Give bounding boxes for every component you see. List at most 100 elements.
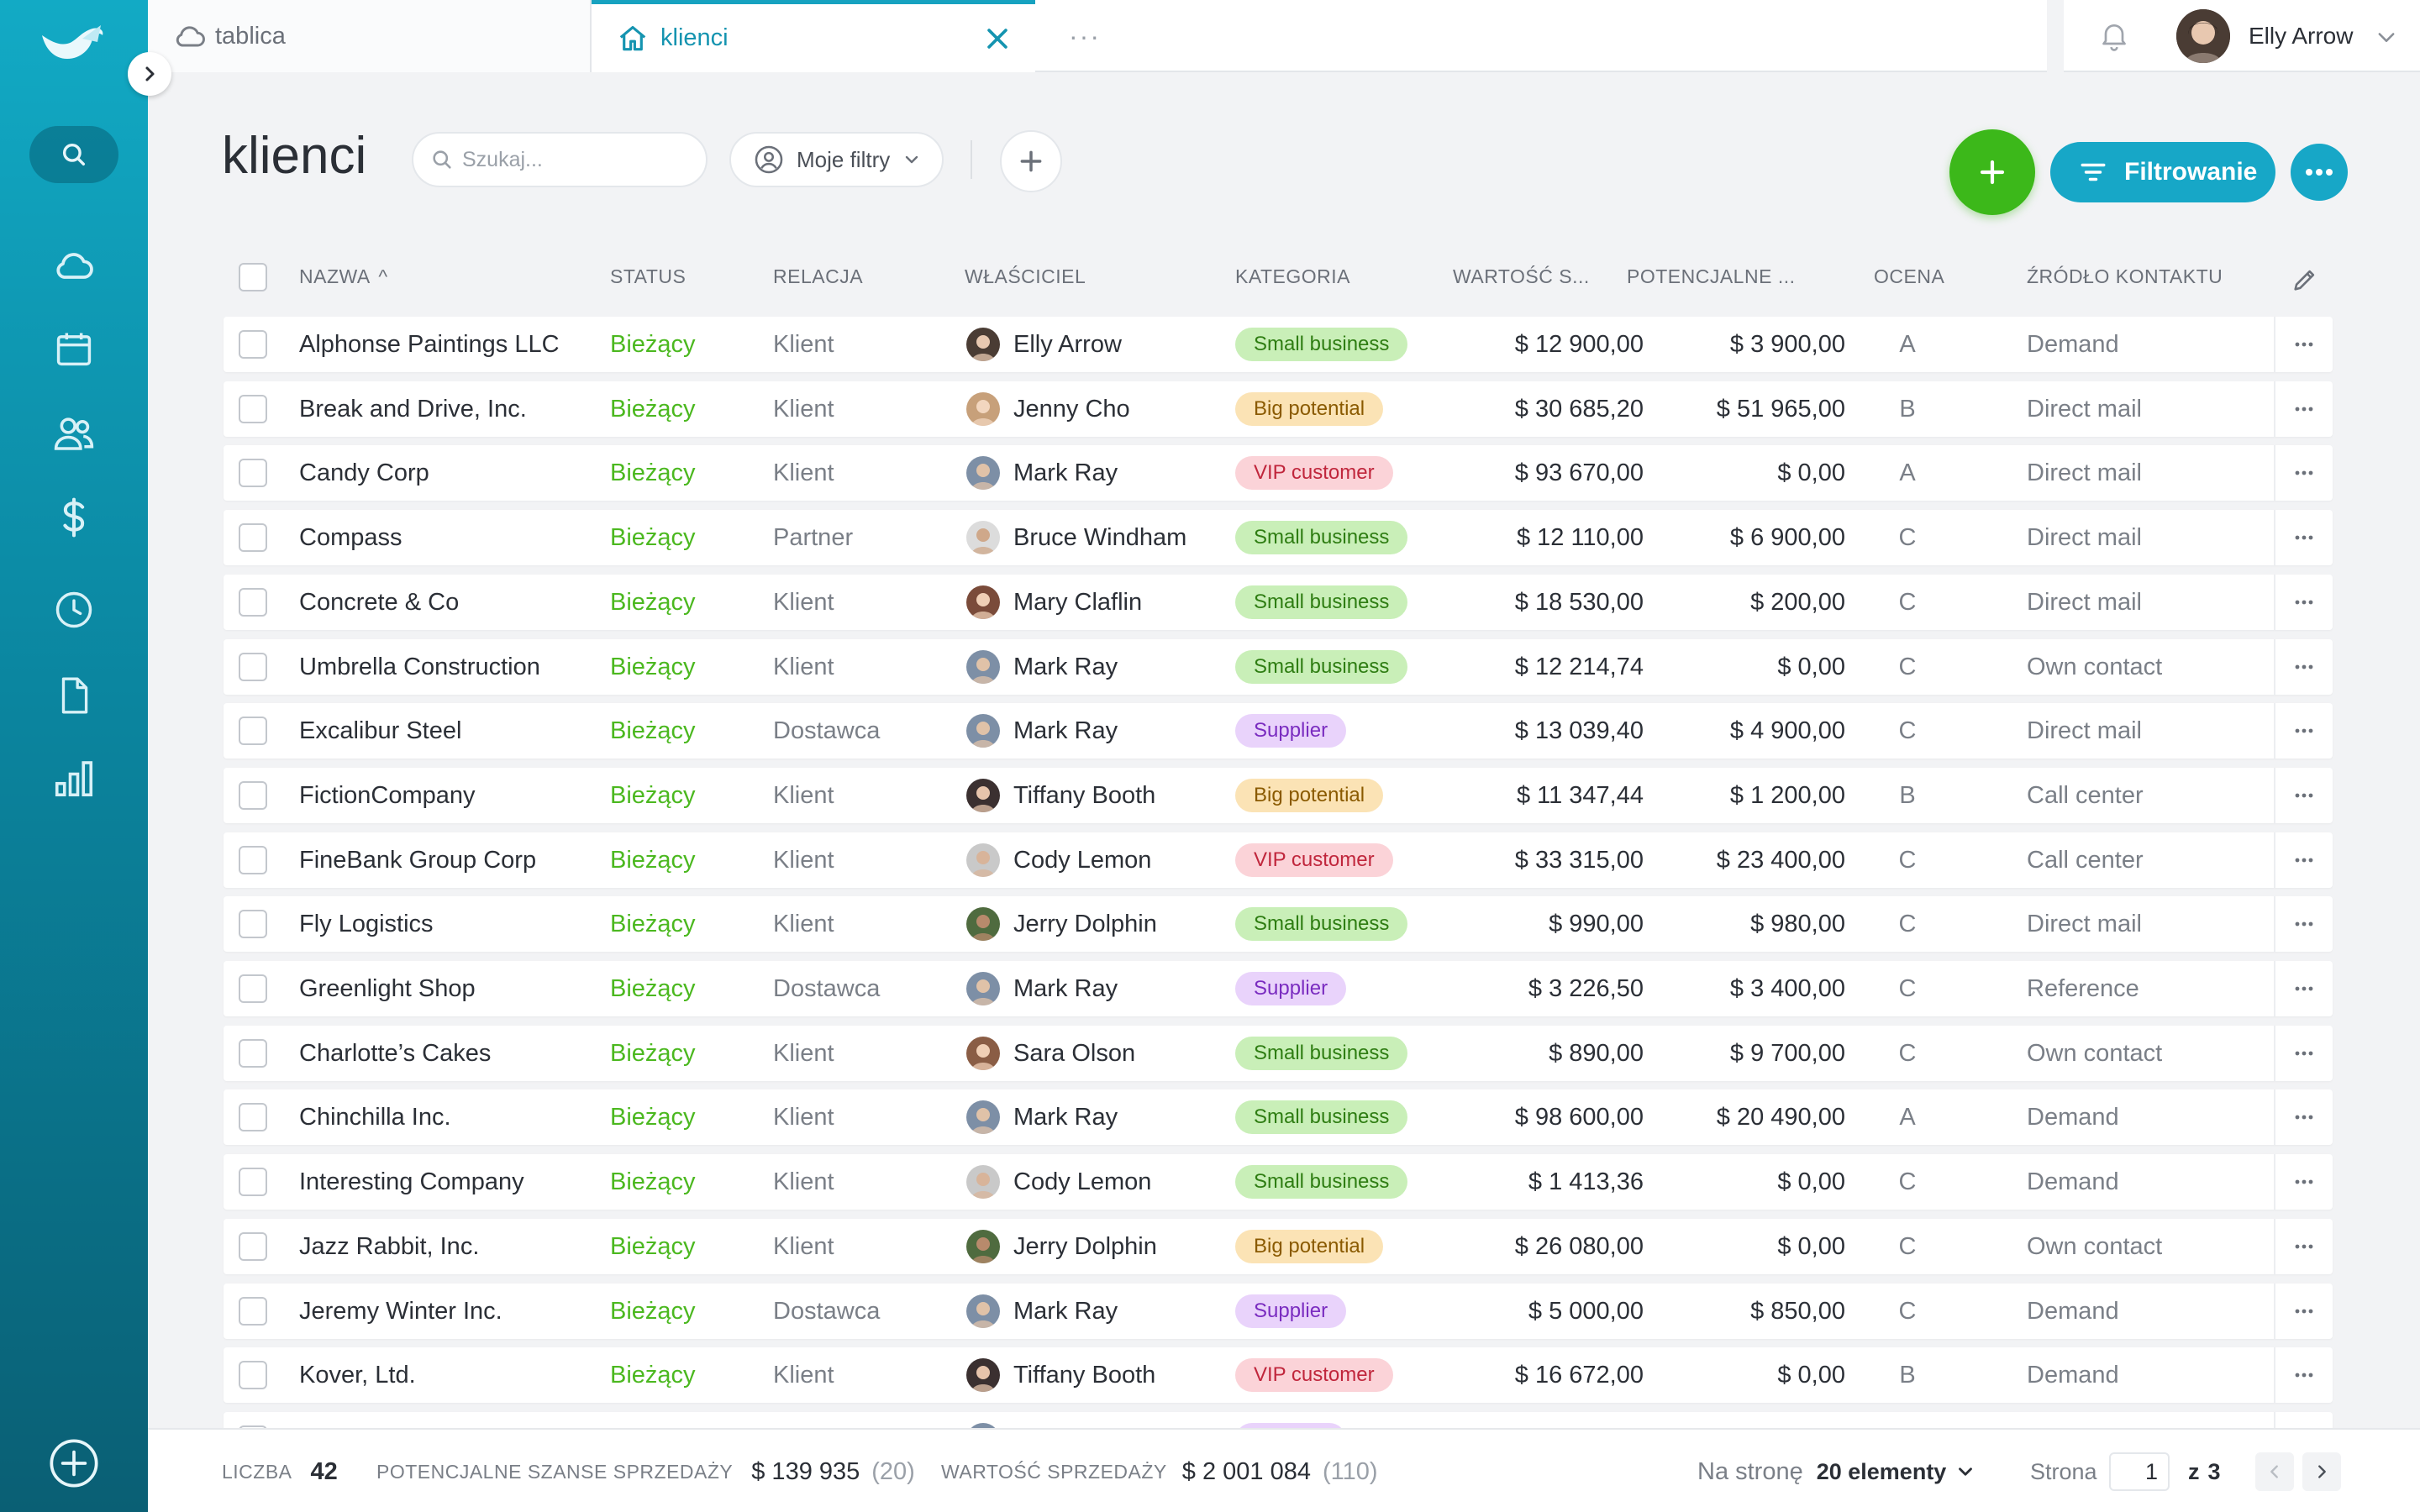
row-checkbox[interactable]: [239, 846, 267, 874]
next-page-button[interactable]: [2302, 1452, 2341, 1491]
client-name[interactable]: Chinchilla Inc.: [299, 1103, 451, 1131]
sidebar-item-documents[interactable]: [47, 669, 101, 722]
tab-clients[interactable]: klienci: [592, 0, 1035, 72]
client-name[interactable]: Interesting Company: [299, 1168, 524, 1195]
row-more-button[interactable]: [2274, 961, 2333, 1016]
client-name[interactable]: Concrete & Co: [299, 588, 460, 616]
client-name[interactable]: Candy Corp: [299, 459, 429, 486]
row-checkbox[interactable]: [239, 395, 267, 423]
table-row[interactable]: Umbrella Construction Bieżący Klient Mark R…: [224, 639, 2333, 695]
table-row[interactable]: Jeremy Winter Inc. Bieżący Dostawca Mark Ra…: [224, 1284, 2333, 1339]
row-checkbox[interactable]: [239, 1039, 267, 1068]
tab-dashboard[interactable]: tablica: [148, 0, 592, 72]
sidebar-expand-button[interactable]: [128, 52, 171, 96]
add-filter-button[interactable]: [1000, 130, 1062, 192]
table-row[interactable]: Chinchilla Inc. Bieżący Klient Mark Ray Smal…: [224, 1089, 2333, 1145]
table-row[interactable]: Jazz Rabbit, Inc. Bieżący Klient Jerry Dolp…: [224, 1219, 2333, 1274]
client-name[interactable]: Charlotte’s Cakes: [299, 1039, 492, 1067]
sidebar-item-dashboard[interactable]: [47, 239, 101, 292]
sidebar-item-calendar[interactable]: [47, 323, 101, 376]
column-header-owner[interactable]: WŁAŚCICIEL: [965, 265, 1086, 287]
close-icon[interactable]: [983, 24, 1012, 53]
tabs-more-button[interactable]: ···: [1069, 20, 1101, 51]
table-row[interactable]: Compass Bieżący Partner Bruce Windham Small …: [224, 510, 2333, 565]
client-name[interactable]: Greenlight Shop: [299, 974, 476, 1002]
column-header-relation[interactable]: RELACJA: [773, 265, 864, 287]
row-checkbox[interactable]: [239, 1103, 267, 1131]
column-header-name[interactable]: NAZWA ^: [299, 265, 388, 287]
sidebar-item-reports[interactable]: [47, 751, 101, 805]
table-row[interactable]: FictionCompany Bieżący Klient Tiffany Booth…: [224, 768, 2333, 823]
row-checkbox[interactable]: [239, 523, 267, 552]
search-field[interactable]: [412, 132, 708, 187]
row-more-button[interactable]: [2274, 317, 2333, 372]
table-row[interactable]: Charlotte’s Cakes Bieżący Klient Sara Olson…: [224, 1026, 2333, 1081]
table-row[interactable]: Alphonse Paintings LLC Bieżący Klient Elly …: [224, 317, 2333, 372]
table-row[interactable]: FineBank Group Corp Bieżący Klient Cody Lem…: [224, 832, 2333, 888]
my-filters-dropdown[interactable]: Moje filtry: [729, 132, 944, 187]
row-more-button[interactable]: [2274, 1089, 2333, 1145]
row-checkbox[interactable]: [239, 330, 267, 359]
per-page-select[interactable]: 20 elementy: [1816, 1458, 1947, 1484]
client-name[interactable]: Umbrella Construction: [299, 653, 540, 680]
sidebar-item-contacts[interactable]: [47, 407, 101, 460]
client-name[interactable]: FineBank Group Corp: [299, 846, 537, 874]
row-checkbox[interactable]: [239, 781, 267, 810]
row-checkbox[interactable]: [239, 459, 267, 487]
row-checkbox[interactable]: [239, 1232, 267, 1261]
client-name[interactable]: Jeremy Winter Inc.: [299, 1297, 502, 1325]
row-more-button[interactable]: [2274, 768, 2333, 823]
table-row[interactable]: Kover, Ltd. Bieżący Klient Tiffany Booth VIP…: [224, 1347, 2333, 1403]
client-name[interactable]: Kover, Ltd.: [299, 1361, 416, 1389]
client-name[interactable]: Compass: [299, 523, 402, 551]
column-header-potential[interactable]: POTENCJALNE ...: [1627, 265, 1796, 287]
chevron-down-icon[interactable]: [1954, 1461, 1976, 1483]
sidebar-item-time[interactable]: [47, 583, 101, 637]
sidebar-add-button[interactable]: [47, 1436, 101, 1490]
table-row[interactable]: Concrete & Co Bieżący Klient Mary Claflin Sm…: [224, 575, 2333, 630]
table-row[interactable]: Greenlight Shop Bieżący Dostawca Mark Ray Su…: [224, 961, 2333, 1016]
column-header-value[interactable]: WARTOŚĆ S...: [1453, 265, 1590, 287]
row-checkbox[interactable]: [239, 588, 267, 617]
sidebar-item-sales[interactable]: [47, 491, 101, 544]
row-more-button[interactable]: [2274, 896, 2333, 952]
table-row[interactable]: Excalibur Steel Bieżący Dostawca Mark Ray Su…: [224, 703, 2333, 759]
column-header-source[interactable]: ŹRÓDŁO KONTAKTU: [2027, 265, 2223, 287]
row-more-button[interactable]: [2274, 1154, 2333, 1210]
chevron-down-icon[interactable]: [2375, 25, 2398, 49]
row-more-button[interactable]: [2274, 445, 2333, 501]
row-more-button[interactable]: [2274, 1347, 2333, 1403]
row-checkbox[interactable]: [239, 974, 267, 1003]
sidebar-search-button[interactable]: [29, 126, 118, 183]
row-more-button[interactable]: [2274, 1284, 2333, 1339]
row-more-button[interactable]: [2274, 703, 2333, 759]
row-more-button[interactable]: [2274, 381, 2333, 437]
row-checkbox[interactable]: [239, 653, 267, 681]
row-checkbox[interactable]: [239, 1168, 267, 1196]
column-header-grade[interactable]: OCENA: [1874, 265, 1945, 287]
table-row[interactable]: Interesting Company Bieżący Klient Cody Lem…: [224, 1154, 2333, 1210]
client-name[interactable]: Break and Drive, Inc.: [299, 395, 527, 423]
avatar[interactable]: [2176, 9, 2230, 63]
search-input[interactable]: [462, 147, 697, 172]
row-checkbox[interactable]: [239, 1361, 267, 1389]
row-more-button[interactable]: [2274, 1219, 2333, 1274]
filter-button[interactable]: Filtrowanie: [2050, 142, 2275, 202]
column-header-status[interactable]: STATUS: [610, 265, 687, 287]
column-header-category[interactable]: KATEGORIA: [1235, 265, 1350, 287]
row-more-button[interactable]: [2274, 510, 2333, 565]
table-row[interactable]: Break and Drive, Inc. Bieżący Klient Jenny …: [224, 381, 2333, 437]
row-more-button[interactable]: [2274, 639, 2333, 695]
page-number-input[interactable]: [2109, 1452, 2170, 1491]
row-more-button[interactable]: [2274, 575, 2333, 630]
bell-icon[interactable]: [2097, 18, 2131, 52]
row-checkbox[interactable]: [239, 717, 267, 745]
select-all-checkbox[interactable]: [239, 263, 267, 291]
client-name[interactable]: Excalibur Steel: [299, 717, 462, 744]
client-name[interactable]: FictionCompany: [299, 781, 476, 809]
previous-page-button[interactable]: [2255, 1452, 2294, 1491]
add-client-button[interactable]: [1949, 129, 2035, 215]
more-options-button[interactable]: [2291, 144, 2348, 201]
row-checkbox[interactable]: [239, 910, 267, 938]
row-more-button[interactable]: [2274, 832, 2333, 888]
